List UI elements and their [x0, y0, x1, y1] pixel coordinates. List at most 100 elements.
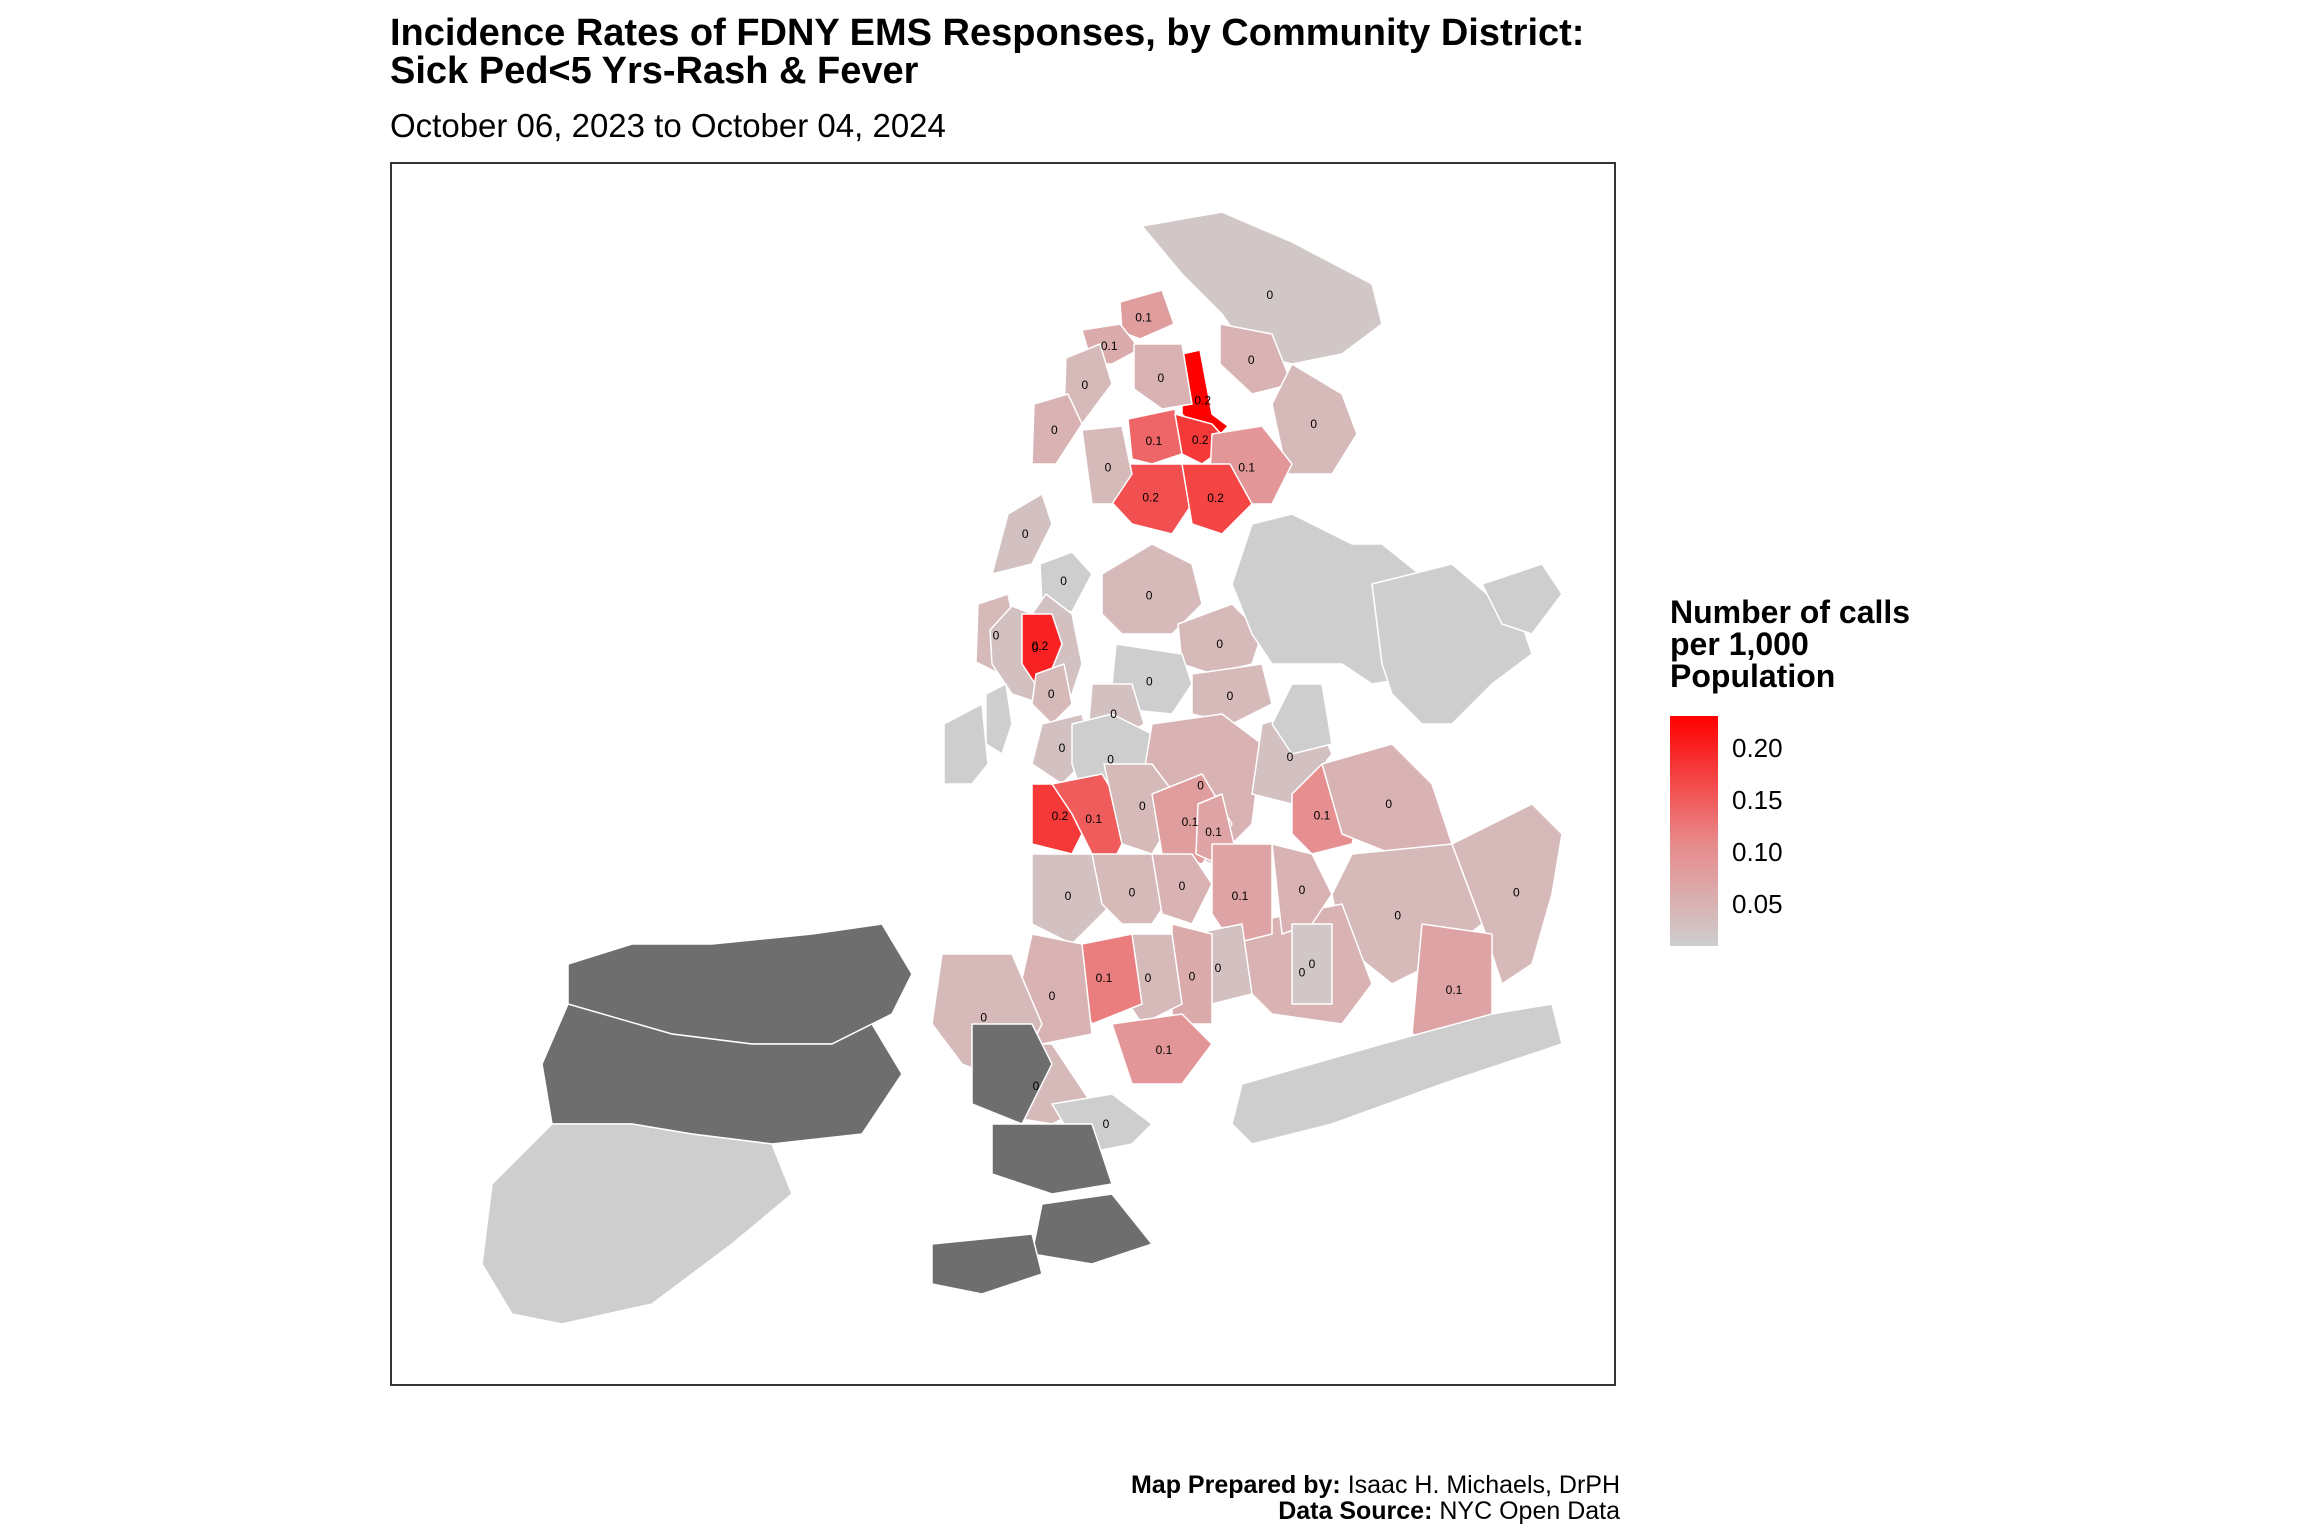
district-rate-label: 0.1 — [1205, 825, 1222, 839]
district-region — [1141, 211, 1383, 365]
district-region — [1481, 563, 1563, 635]
district-rate-label: 0 — [1033, 1079, 1040, 1093]
district-rate-label: 0 — [1060, 574, 1067, 588]
district-region — [943, 703, 989, 785]
district-region — [1101, 543, 1203, 635]
district-region — [1181, 463, 1253, 535]
district-rate-label: 0.1 — [1182, 815, 1199, 829]
district-rate-label: 0 — [1216, 637, 1223, 651]
district-rate-label: 0 — [1299, 883, 1306, 897]
credits-prepared-by: Map Prepared by: Isaac H. Michaels, DrPH — [1131, 1472, 1620, 1498]
district-rate-label: 0.1 — [1135, 310, 1152, 324]
district-rate-label: 0 — [980, 1010, 987, 1024]
district-rate-label: 0.2 — [1194, 393, 1211, 407]
district-region — [1031, 393, 1083, 465]
district-rate-label: 0.1 — [1314, 809, 1331, 823]
credits-prepared-value: Isaac H. Michaels, DrPH — [1347, 1471, 1620, 1499]
district-rate-label: 0 — [1248, 353, 1255, 367]
district-region — [1031, 853, 1113, 945]
district-region — [1081, 425, 1133, 505]
district-rate-label: 0 — [1394, 908, 1401, 922]
district-rate-label: 0 — [1385, 797, 1392, 811]
credits-source-label: Data Source: — [1278, 1497, 1433, 1525]
district-rate-label: 0 — [1513, 886, 1520, 900]
district-rate-label: 0 — [993, 629, 1000, 643]
district-rate-label: 0 — [1032, 641, 1039, 655]
map-title-line-2: Sick Ped<5 Yrs-Rash & Fever — [390, 50, 919, 92]
district-rate-label: 0 — [1081, 378, 1088, 392]
district-rate-label: 0 — [1309, 957, 1316, 971]
credits: Map Prepared by: Isaac H. Michaels, DrPH… — [1131, 1472, 1620, 1524]
district-rate-label: 0.2 — [1032, 639, 1049, 653]
district-rate-label: 0.2 — [1052, 809, 1069, 823]
district-rate-label: 0 — [1299, 965, 1306, 979]
district-region — [1031, 663, 1073, 725]
district-rate-label: 0 — [1227, 689, 1234, 703]
district-rate-label: 0 — [1048, 687, 1055, 701]
district-rate-label: 0.1 — [1101, 339, 1118, 353]
district-rate-label: 0 — [1139, 799, 1146, 813]
district-rate-label: 0 — [1146, 675, 1153, 689]
district-rate-label: 0 — [1145, 971, 1152, 985]
district-rate-label: 0 — [1215, 961, 1222, 975]
district-region — [1127, 408, 1183, 465]
district-region — [1271, 683, 1333, 755]
district-rate-label: 0 — [1129, 885, 1136, 899]
district-rate-label: 0 — [1059, 741, 1066, 755]
district-region — [1219, 323, 1293, 395]
district-rate-label: 0 — [1065, 889, 1072, 903]
credits-data-source: Data Source: NYC Open Data — [1131, 1498, 1620, 1524]
legend-tick-label: 0.20 — [1732, 733, 1783, 763]
legend-tick-label: 0.05 — [1732, 889, 1783, 919]
credits-prepared-label: Map Prepared by: — [1130, 1471, 1341, 1499]
legend-title-line-2: per 1,000 — [1670, 626, 1809, 662]
district-region — [991, 493, 1053, 575]
district-region — [971, 1023, 1053, 1125]
district-rate-label: 0.1 — [1156, 1043, 1173, 1057]
district-rate-label: 0.2 — [1207, 491, 1224, 505]
legend-tick-mark — [1718, 747, 1728, 749]
district-rate-label: 0 — [1105, 461, 1112, 475]
district-region — [1111, 1013, 1213, 1085]
district-rate-label: 0 — [1049, 989, 1056, 1003]
legend-tick-label: 0.15 — [1732, 785, 1783, 815]
district-rate-label: 0 — [1103, 1117, 1110, 1131]
district-region — [1271, 363, 1358, 475]
district-region — [1271, 843, 1333, 935]
district-rate-label: 0.1 — [1145, 434, 1162, 448]
district-region — [1039, 551, 1093, 613]
district-region — [985, 683, 1013, 755]
map-subtitle: October 06, 2023 to October 04, 2024 — [390, 107, 946, 144]
district-rate-label: 0 — [1189, 970, 1196, 984]
district-rate-label: 0 — [1051, 423, 1058, 437]
district-region — [1211, 843, 1273, 945]
district-rate-label: 0.1 — [1096, 971, 1113, 985]
district-region — [1291, 923, 1333, 1005]
district-rate-label: 0 — [1266, 288, 1273, 302]
credits-source-value: NYC Open Data — [1439, 1497, 1620, 1525]
district-rate-label: 0.1 — [1085, 812, 1102, 826]
district-region — [1231, 1003, 1563, 1145]
district-rate-label: 0 — [1157, 371, 1164, 385]
district-rate-label: 0 — [1146, 588, 1153, 602]
district-rate-label: 0 — [1022, 527, 1029, 541]
district-rate-label: 0 — [1287, 750, 1294, 764]
district-rate-label: 0 — [1197, 778, 1204, 792]
legend-tick-mark — [1718, 903, 1728, 905]
legend-title: Number of calls per 1,000 Population — [1670, 596, 1990, 692]
district-rate-label: 0 — [1107, 753, 1114, 767]
legend-colorbar — [1670, 716, 1718, 946]
district-region — [1191, 663, 1273, 725]
district-rate-label: 0.2 — [1192, 433, 1209, 447]
legend-title-line-3: Population — [1670, 658, 1836, 694]
district-region — [481, 1123, 793, 1325]
legend-tick-mark — [1718, 851, 1728, 853]
district-region — [1133, 343, 1193, 410]
district-region — [1151, 853, 1213, 925]
map-panel: 0 0.1 0 0.1 0.2 0 0 0.1 0.2 0 0.1 0.2 0.2 0 0 0 0 0 0 0.2 0 0… — [390, 162, 1616, 1386]
legend-tick-mark — [1718, 799, 1728, 801]
legend-title-line-1: Number of calls — [1670, 594, 1911, 630]
district-rate-label: 0.1 — [1446, 983, 1463, 997]
legend: Number of calls per 1,000 Population 0.2… — [1670, 596, 1990, 946]
